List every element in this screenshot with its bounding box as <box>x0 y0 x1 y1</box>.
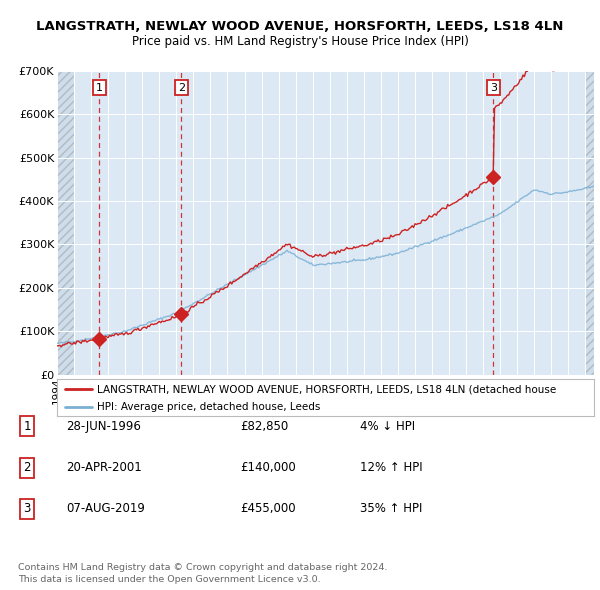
Text: £140,000: £140,000 <box>240 461 296 474</box>
Text: 1: 1 <box>96 83 103 93</box>
Text: 3: 3 <box>490 83 497 93</box>
Text: 3: 3 <box>23 502 31 516</box>
Bar <box>57 71 74 375</box>
Text: 20-APR-2001: 20-APR-2001 <box>66 461 142 474</box>
Text: £455,000: £455,000 <box>240 502 296 516</box>
Text: 07-AUG-2019: 07-AUG-2019 <box>66 502 145 516</box>
Text: 28-JUN-1996: 28-JUN-1996 <box>66 419 141 433</box>
Text: 4% ↓ HPI: 4% ↓ HPI <box>360 419 415 433</box>
Text: HPI: Average price, detached house, Leeds: HPI: Average price, detached house, Leed… <box>97 402 320 412</box>
Text: 12% ↑ HPI: 12% ↑ HPI <box>360 461 422 474</box>
Text: 1: 1 <box>23 419 31 433</box>
Text: £82,850: £82,850 <box>240 419 288 433</box>
Text: This data is licensed under the Open Government Licence v3.0.: This data is licensed under the Open Gov… <box>18 575 320 584</box>
Bar <box>586 71 600 375</box>
Text: 2: 2 <box>23 461 31 474</box>
Text: LANGSTRATH, NEWLAY WOOD AVENUE, HORSFORTH, LEEDS, LS18 4LN (detached house: LANGSTRATH, NEWLAY WOOD AVENUE, HORSFORT… <box>97 384 557 394</box>
Text: 35% ↑ HPI: 35% ↑ HPI <box>360 502 422 516</box>
Text: LANGSTRATH, NEWLAY WOOD AVENUE, HORSFORTH, LEEDS, LS18 4LN: LANGSTRATH, NEWLAY WOOD AVENUE, HORSFORT… <box>37 20 563 33</box>
Text: Contains HM Land Registry data © Crown copyright and database right 2024.: Contains HM Land Registry data © Crown c… <box>18 563 388 572</box>
Text: 2: 2 <box>178 83 185 93</box>
Text: Price paid vs. HM Land Registry's House Price Index (HPI): Price paid vs. HM Land Registry's House … <box>131 35 469 48</box>
